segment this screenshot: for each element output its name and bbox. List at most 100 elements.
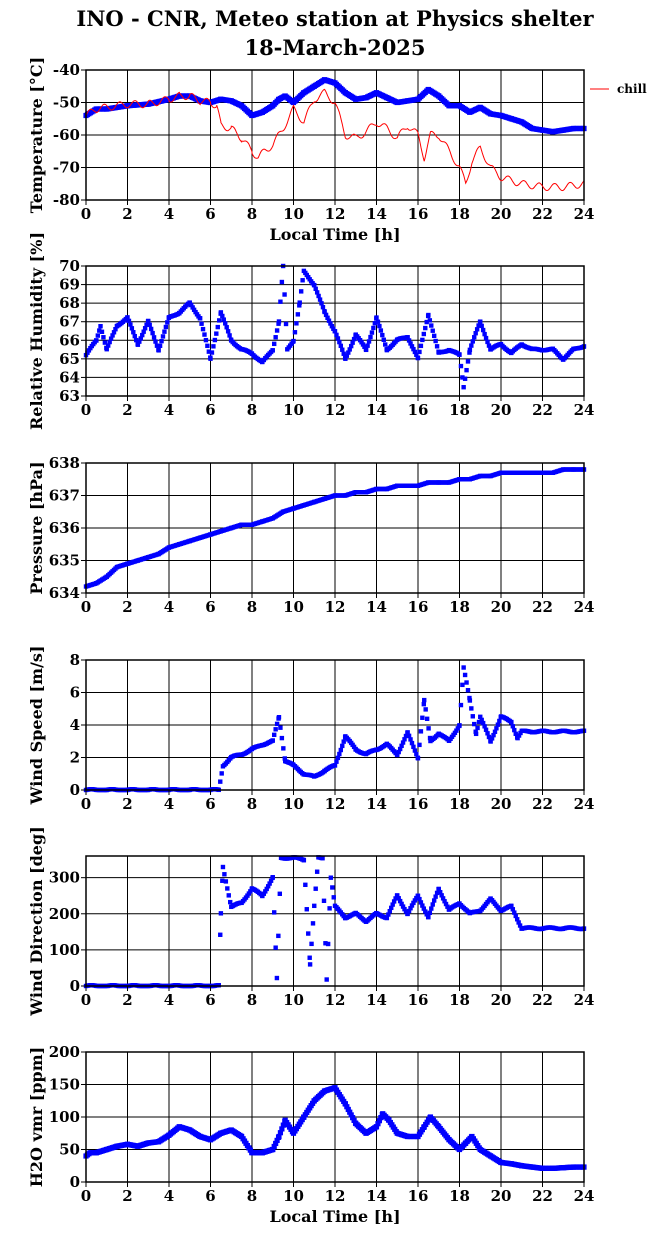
data-point [403,733,409,739]
data-point [248,889,253,894]
data-point [434,344,440,349]
data-point [378,1115,384,1121]
data-point [110,333,115,338]
series-line [85,88,585,192]
data-point [464,680,469,685]
data-point [383,342,388,347]
data-point [313,886,318,891]
data-point [397,898,403,904]
data-point [478,319,483,324]
data-point [218,911,224,916]
data-point [342,1101,348,1107]
x-tick-label: 6 [205,401,215,419]
data-point [414,752,419,757]
x-tick-label: 6 [205,991,215,1009]
data-point [400,740,406,745]
data-point [274,721,280,727]
data-point [426,312,431,318]
data-point [473,731,479,737]
x-tick-label: 10 [283,205,304,223]
x-tick-label: 4 [164,205,174,223]
data-point [125,315,130,320]
data-point [386,912,391,917]
data-point [165,320,170,325]
data-point [495,722,501,727]
data-point [341,739,346,744]
data-point [219,771,224,776]
data-point [399,901,404,907]
data-point [200,326,206,332]
data-point [282,292,287,297]
data-point [328,321,333,326]
data-point [128,322,133,327]
data-point [151,335,157,340]
data-point [375,1121,381,1127]
data-point [301,858,307,863]
y-tick-label: 637 [49,487,80,505]
data-point [467,698,473,703]
data-point [405,911,410,917]
data-point [197,316,203,321]
y-tick-label: 64 [59,368,80,386]
data-point [393,896,398,901]
data-point [209,350,215,355]
y-tick-label: 100 [49,1108,80,1126]
data-point [476,719,482,725]
data-point [303,882,308,888]
x-tick-label: 10 [283,1187,304,1205]
data-point [371,325,376,331]
data-point [464,367,469,373]
data-point [291,338,296,344]
data-point [469,343,474,348]
data-point [412,898,418,903]
x-tick-label: 18 [449,401,470,419]
data-point [111,330,117,335]
data-point [412,748,418,753]
data-point [331,895,336,900]
y-tick-label: -50 [53,94,80,112]
panels: 0 2 4 6 8 10 12 14 16 18 20 22 24-80-70-60-50-40Temp… [27,57,647,1226]
data-point [220,313,225,319]
data-point [271,1143,277,1150]
legend-label: chill [617,82,647,96]
data-point [417,742,422,748]
data-point [418,343,424,349]
data-point [348,1112,354,1118]
x-tick-label: 8 [247,205,257,223]
data-point [433,894,438,899]
data-point [214,331,219,336]
data-point [279,279,285,285]
data-point [86,348,92,353]
data-point [264,886,269,892]
y-axis-label: H2O vmr [ppm] [27,1047,46,1187]
data-point [283,321,289,327]
data-point [465,359,471,364]
x-tick-label: 24 [574,795,595,813]
x-tick-label: 8 [247,598,257,616]
data-point [348,343,354,349]
data-point [479,323,484,329]
data-point [267,881,272,886]
y-tick-label: 6 [70,684,80,702]
data-point [374,315,379,320]
data-point [323,941,328,946]
data-point [268,878,274,883]
data-point [472,721,477,727]
y-tick-label: 200 [49,1043,80,1061]
data-point [408,906,413,911]
data-point [351,336,357,342]
data-point [420,903,425,908]
data-point [328,875,334,880]
data-point [332,329,338,334]
data-point [324,977,329,982]
data-point [104,347,109,352]
data-point [141,329,146,334]
data-point [147,322,152,328]
data-point [189,302,194,308]
data-point [509,720,514,725]
y-tick-label: 50 [59,1141,80,1159]
data-point [225,886,230,891]
x-tick-label: 16 [408,795,429,813]
x-tick-label: 18 [449,795,470,813]
